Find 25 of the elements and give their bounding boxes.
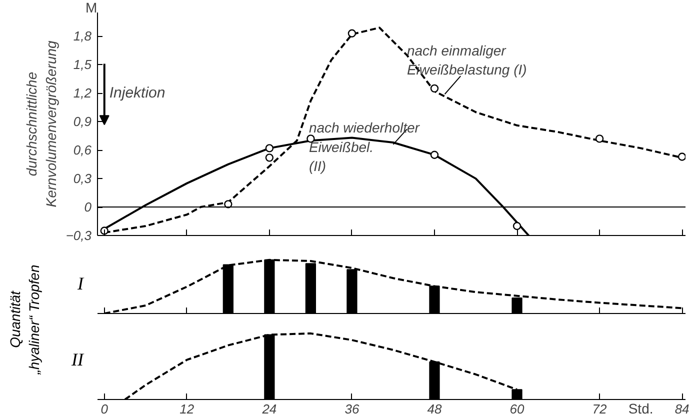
text: II [70, 350, 85, 370]
x-tick-label: 0 [100, 402, 109, 416]
x-tick-label: 36 [344, 402, 360, 416]
series-label: nach einmaliger Eiweißbelastung (I) [406, 42, 527, 78]
y-tick-label: 1,8 [73, 28, 92, 44]
x-tick-label: 48 [427, 402, 442, 416]
x-tick-label: 24 [261, 402, 277, 416]
x-axis-title: Std. [628, 400, 654, 416]
x-tick-label: 72 [592, 402, 608, 416]
text: I [76, 274, 85, 294]
y-tick-label: −0,3 [66, 228, 92, 243]
y-tick-label: 0,3 [73, 171, 92, 186]
x-tick-label: 84 [674, 402, 690, 416]
y-tick-label: 0,9 [73, 114, 92, 130]
series-label: nach wiederholter Eiweißbel. (II) [308, 120, 421, 174]
annotation: Injektion [109, 84, 166, 102]
x-tick-label: 60 [510, 402, 526, 416]
y-tick-label: 0,6 [73, 142, 92, 158]
y-axis-title: Quantität „hyaliner“ Tropfen [6, 264, 42, 376]
x-tick-label: 12 [180, 402, 195, 416]
y-axis-title: durchschnittliche Kernvolumenvergrößerung [24, 40, 59, 208]
text: M [86, 0, 98, 16]
y-tick-label: 1,2 [73, 86, 92, 101]
y-tick-label: 0 [84, 200, 92, 215]
y-tick-label: 1,5 [73, 57, 92, 72]
